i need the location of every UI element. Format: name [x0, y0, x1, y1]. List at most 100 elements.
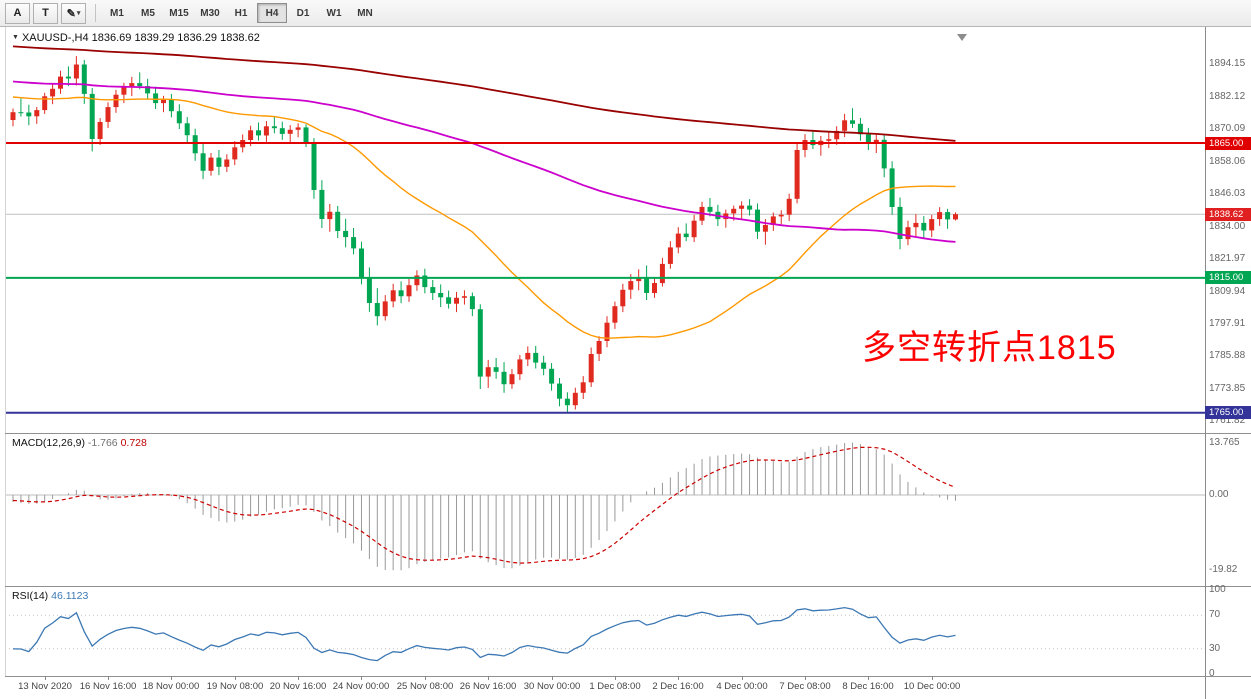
rsi-line [12, 606, 956, 662]
candle [810, 131, 816, 149]
candle [153, 86, 159, 109]
candle [89, 88, 95, 152]
timeframe-button-MN[interactable]: MN [357, 7, 373, 19]
price-axis-label: 1797.91 [1209, 318, 1246, 329]
symbol-dropdown-arrow[interactable]: ▼ [12, 34, 19, 41]
timeframe-button-H1[interactable]: H1 [234, 7, 248, 19]
candle [113, 89, 119, 113]
chart-shift-marker[interactable] [957, 34, 967, 41]
candle [271, 116, 277, 134]
label-t-tool-button[interactable]: T [33, 2, 58, 24]
price-axis-label: 1882.12 [1209, 91, 1246, 102]
candles-layer [10, 56, 958, 413]
time-axis-label: 4 Dec 00:00 [716, 681, 768, 692]
time-axis-label: 7 Dec 08:00 [779, 681, 831, 692]
candle [73, 56, 79, 86]
candle [929, 214, 935, 238]
candle [723, 209, 729, 228]
price-axis[interactable]: 1894.15 1882.12 1870.09 1858.06 1846.03 1834.… [1205, 27, 1251, 679]
candle [58, 70, 63, 94]
candle [351, 228, 357, 255]
candle [541, 355, 547, 376]
chart-title: ▼ XAUUSD-,H4 1836.69 1839.29 1836.29 1838… [12, 32, 260, 44]
candle [572, 387, 578, 410]
time-axis-tick [678, 676, 679, 680]
candle [366, 267, 372, 312]
timeframe-button-H4[interactable]: H4 [257, 3, 287, 23]
candle [430, 280, 436, 300]
candle [161, 95, 166, 113]
price-axis-border [1205, 27, 1206, 699]
time-axis-tick [615, 676, 616, 680]
candle [818, 136, 824, 156]
label-a-tool-button[interactable]: A [5, 2, 30, 24]
candle [50, 83, 56, 105]
chart-title-symbol: XAUUSD-,H4 [21, 32, 89, 44]
candle [580, 376, 586, 399]
price-axis-label: 1870.09 [1209, 123, 1246, 134]
candle [509, 369, 515, 389]
candle [747, 199, 753, 216]
toolbar-separator [95, 4, 96, 22]
candle [842, 113, 848, 138]
candle [311, 138, 317, 199]
price-badge-1765.00: 1765.00 [1205, 406, 1251, 419]
candle [208, 153, 214, 176]
candle [826, 132, 832, 149]
candle [707, 198, 713, 217]
time-axis-tick [361, 676, 362, 680]
candle [18, 98, 24, 117]
candle [469, 292, 475, 317]
time-axis-tick [108, 676, 109, 680]
candle [953, 212, 958, 221]
candle [232, 141, 238, 166]
candle [802, 134, 808, 158]
candle [945, 208, 951, 229]
timeframe-button-M15[interactable]: M15 [169, 7, 189, 19]
chart-canvas[interactable] [5, 27, 1205, 676]
candle [176, 104, 182, 129]
time-axis-tick [932, 676, 933, 680]
candle [81, 59, 87, 104]
price-axis-label: 1821.97 [1209, 253, 1246, 264]
chevron-down-icon: ▾ [76, 10, 81, 17]
timeframe-button-D1[interactable]: D1 [296, 7, 310, 19]
candle [865, 127, 871, 150]
macd-axis-label: -19.82 [1209, 564, 1238, 575]
candle [667, 241, 673, 269]
timeframe-button-M5[interactable]: M5 [141, 7, 155, 19]
time-axis-label: 18 Nov 00:00 [142, 681, 200, 692]
candle [786, 193, 792, 221]
separator-main-macd[interactable] [5, 433, 1251, 434]
drawing-tools-dropdown[interactable]: ✎ ▾ [61, 2, 86, 24]
rsi-axis-label: 100 [1209, 584, 1226, 595]
candle [652, 277, 657, 298]
time-axis-label: 24 Nov 00:00 [332, 681, 390, 692]
candle [184, 117, 190, 143]
chart-left-border [5, 27, 6, 676]
candle [517, 355, 523, 381]
time-axis[interactable]: 13 Nov 2020 16 Nov 16:00 18 Nov 00:00 19 No… [5, 676, 1251, 699]
separator-macd-rsi[interactable] [5, 586, 1251, 587]
candle [319, 180, 325, 228]
candle [675, 227, 681, 254]
candle [65, 66, 71, 87]
chart-annotation-text[interactable]: 多空转折点1815 [862, 329, 1117, 367]
time-axis-tick [171, 676, 172, 680]
time-axis-label: 30 Nov 00:00 [523, 681, 581, 692]
candle [256, 122, 261, 141]
price-badge-1838.62: 1838.62 [1205, 208, 1251, 221]
rsi-axis-label: 30 [1209, 643, 1221, 654]
timeframe-button-W1[interactable]: W1 [326, 7, 342, 19]
candle [501, 362, 507, 393]
separator-rsi-timeaxis [5, 676, 1251, 677]
candle [557, 378, 562, 407]
price-axis-label: 1761.82 [1209, 415, 1246, 426]
candle [596, 336, 602, 361]
timeframe-button-M1[interactable]: M1 [110, 7, 124, 19]
chart-title-ohlc: 1836.69 1839.29 1836.29 1838.62 [91, 32, 260, 44]
timeframe-button-group: M1 M5 M15 M30 H1 H4 D1 W1 MN [102, 3, 381, 23]
timeframe-button-M30[interactable]: M30 [200, 7, 220, 19]
candle [770, 212, 776, 231]
